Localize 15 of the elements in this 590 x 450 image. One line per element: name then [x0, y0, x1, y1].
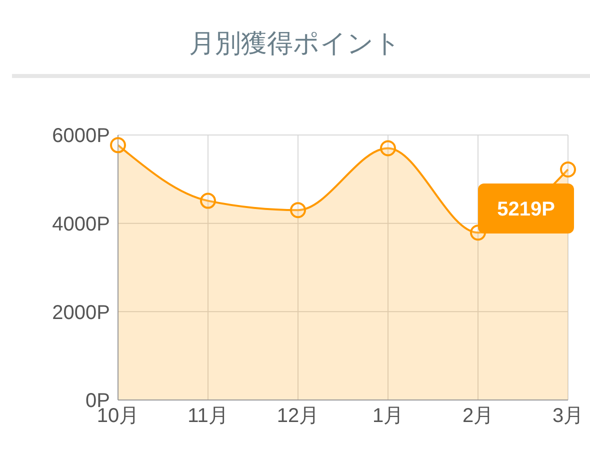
x-tick-label: 1月 — [372, 405, 404, 428]
point — [290, 202, 306, 218]
chart-title: 月別獲得ポイント — [188, 27, 402, 60]
x-tick-label: 12月 — [276, 405, 320, 428]
point — [110, 137, 126, 154]
x-tick-label: 11月 — [188, 405, 228, 428]
point — [200, 192, 216, 209]
y-tick-label: 4000P — [52, 213, 110, 236]
point — [560, 161, 576, 178]
point — [380, 140, 396, 156]
x-tick-label: 2月 — [462, 405, 494, 428]
y-tick-label: 6000P — [52, 125, 110, 148]
y-tick-label: 2000P — [52, 302, 110, 324]
x-tick-label: 3月 — [552, 405, 584, 428]
data-label: 5219P — [497, 198, 555, 220]
